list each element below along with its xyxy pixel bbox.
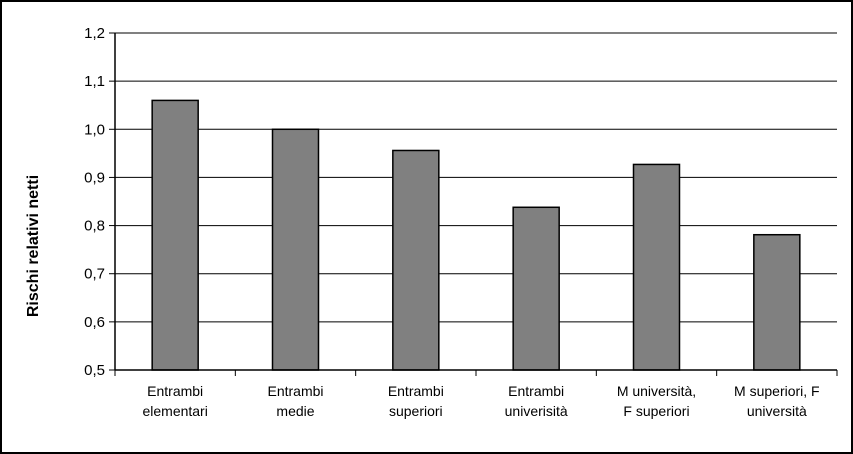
y-tick-label: 1,1 — [84, 73, 105, 90]
x-tick-label: elementari — [142, 403, 207, 419]
bar — [753, 233, 801, 371]
x-tick-label: univerisità — [505, 403, 568, 419]
y-tick-label: 1,2 — [84, 25, 105, 42]
y-tick-label: 1,0 — [84, 121, 105, 138]
y-tick-label: 0,6 — [84, 314, 105, 331]
y-tick-label: 0,7 — [84, 266, 105, 283]
x-tick-label: M università, — [617, 383, 696, 399]
y-tick-label: 0,5 — [84, 362, 105, 379]
bars — [151, 99, 801, 371]
x-tick-label: medie — [276, 403, 314, 419]
bar — [632, 163, 681, 371]
bar — [151, 99, 199, 371]
bar — [271, 128, 320, 371]
x-tick-label: F superiori — [623, 403, 689, 419]
x-tick-label: Entrambi — [147, 383, 203, 399]
x-tick-label: università — [747, 403, 807, 419]
bar — [512, 206, 560, 371]
y-tick-label: 0,8 — [84, 218, 105, 235]
gridlines — [115, 32, 837, 323]
axes — [109, 32, 838, 376]
x-tick-label: Entrambi — [508, 383, 564, 399]
x-tick-label: superiori — [389, 403, 443, 419]
x-tick-label: M superiori, F — [734, 383, 820, 399]
y-axis-label: Rischi relativi netti — [25, 175, 42, 317]
x-tick-label: Entrambi — [267, 383, 323, 399]
y-tick-labels: 0,5 0,6 0,7 0,8 0,9 1,0 1,1 1,2 — [84, 25, 105, 379]
bar — [392, 149, 440, 371]
x-tick-labels: Entrambi elementari Entrambi medie Entrambi s… — [142, 383, 819, 419]
x-tick-label: Entrambi — [388, 383, 444, 399]
y-tick-label: 0,9 — [84, 169, 105, 186]
